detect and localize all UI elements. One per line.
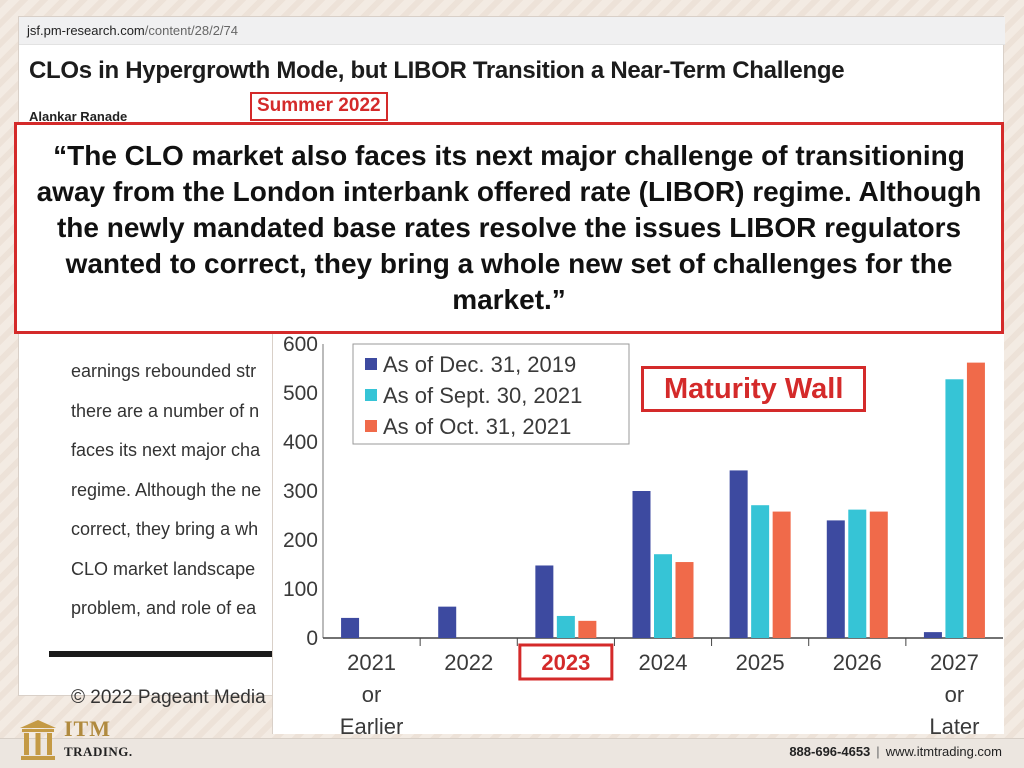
article-author[interactable]: Alankar Ranade [29, 109, 128, 124]
quote-callout: “The CLO market also faces its next majo… [14, 122, 1004, 334]
date-tag: Summer 2022 [250, 92, 388, 121]
body-line: CLO market landscape [71, 558, 256, 579]
legend-swatch [365, 389, 377, 401]
section-divider [49, 651, 299, 657]
body-line: faces its next major cha [71, 440, 261, 460]
logo-subtitle: TRADING. [64, 744, 133, 759]
itm-logo-icon [20, 720, 56, 760]
bar-2 [945, 379, 964, 638]
bar-2 [751, 505, 770, 638]
legend-entry: As of Sept. 30, 2021 [383, 383, 582, 408]
highlight-box [518, 643, 614, 681]
bar-3 [578, 620, 597, 638]
legend-swatch [365, 358, 377, 370]
x-tick-label-highlighted: 2023 [541, 650, 590, 675]
x-tick-label: Later [929, 714, 979, 734]
maturity-bar-chart: 0 100 200 300 400 500 600 2021 or Earlier 2022 2023… [283, 334, 1003, 734]
body-line: there are a number of n [71, 400, 260, 421]
x-tick-label: 2021 [347, 650, 396, 675]
bar-3 [675, 562, 694, 638]
y-tick-label: 100 [283, 578, 318, 601]
y-tick-label: 600 [283, 334, 318, 356]
website-link[interactable]: www.itmtrading.com [885, 744, 1002, 759]
x-tick-label: 2027 [930, 650, 979, 675]
y-tick-label: 300 [283, 480, 318, 503]
bar-1 [341, 617, 360, 638]
logo-name[interactable]: ITM [64, 716, 111, 741]
footer-contact: 888-696-4653 | www.itmtrading.com [789, 744, 1002, 759]
contact-separator: | [876, 744, 880, 759]
y-tick-label: 500 [283, 382, 318, 405]
url-path: /content/28/2/74 [144, 23, 238, 38]
bar-3 [869, 511, 888, 638]
x-tick-label: Earlier [340, 714, 404, 734]
bar-3 [966, 362, 985, 638]
x-tick-label: 2024 [639, 650, 688, 675]
article-body-excerpt: earnings rebounded str there are a numbe… [71, 355, 299, 645]
bar-2 [654, 554, 672, 638]
body-line: regime. Although the ne [71, 479, 262, 500]
legend-box [352, 343, 630, 445]
body-line: earnings rebounded str [71, 361, 257, 381]
legend-entry: As of Dec. 31, 2019 [383, 352, 576, 377]
maturity-wall-label: Maturity Wall [641, 366, 867, 412]
x-tick-label: 2022 [444, 650, 493, 675]
bar-1 [535, 565, 554, 638]
y-tick-label: 400 [283, 431, 318, 454]
bar-3 [772, 511, 791, 638]
x-tick-label: or [945, 682, 965, 707]
bar-1 [826, 520, 845, 638]
quote-text: “The CLO market also faces its next majo… [36, 140, 982, 315]
body-line: correct, they bring a wh [71, 519, 259, 539]
y-tick-label: 0 [306, 627, 318, 650]
legend-entry: As of Oct. 31, 2021 [383, 414, 571, 439]
phone-number[interactable]: 888-696-4653 [789, 744, 871, 759]
y-tick-label: 200 [283, 529, 318, 552]
article-title: CLOs in Hypergrowth Mode, but LIBOR Tran… [29, 57, 845, 84]
bar-1 [923, 632, 942, 638]
bar-2 [556, 615, 575, 638]
bar-2 [848, 509, 867, 638]
bar-1 [632, 491, 651, 638]
url-host: jsf.pm-research.com [27, 23, 145, 38]
legend-swatch [365, 420, 377, 432]
footer-bar [0, 738, 1024, 768]
bar-1 [729, 470, 748, 638]
x-tick-label: 2025 [736, 650, 785, 675]
url-bar[interactable]: jsf.pm-research.com/content/28/2/74 [19, 17, 1005, 45]
x-tick-label: 2026 [833, 650, 882, 675]
x-tick-label: or [362, 682, 382, 707]
bar-1 [438, 606, 457, 638]
maturity-chart-panel: 0 100 200 300 400 500 600 2021 or Earlier 2022 2023… [272, 334, 1004, 734]
copyright-text: © 2022 Pageant Media [71, 687, 266, 708]
body-line: problem, and role of ea [71, 598, 257, 618]
